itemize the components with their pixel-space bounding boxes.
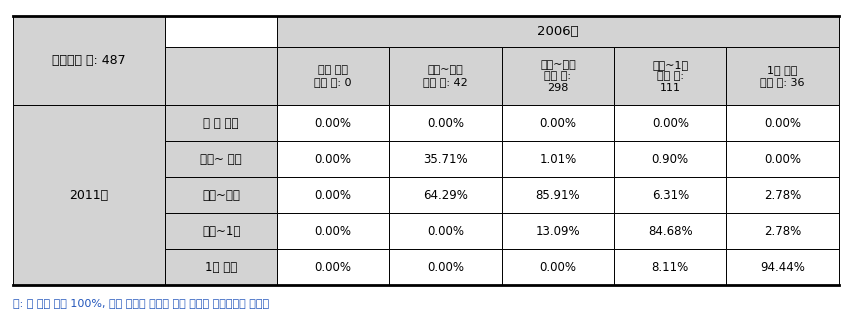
Bar	[727, 47, 839, 105]
Text: 2006년: 2006년	[537, 25, 578, 38]
Text: 84.68%: 84.68%	[648, 225, 693, 238]
Bar	[165, 105, 277, 141]
Text: 1조 이상
기업 수: 36: 1조 이상 기업 수: 36	[760, 66, 805, 87]
Text: 천억~1조: 천억~1조	[202, 225, 240, 238]
Bar	[614, 177, 727, 213]
Text: 십억~ 백억: 십억~ 백억	[201, 153, 242, 166]
Bar	[502, 177, 614, 213]
Text: 전체기업 수: 487: 전체기업 수: 487	[52, 54, 126, 67]
Bar	[277, 177, 389, 213]
Text: 2011년: 2011년	[69, 189, 109, 202]
Bar	[502, 105, 614, 141]
Bar	[277, 105, 389, 141]
Text: 0.90%: 0.90%	[652, 153, 689, 166]
Bar	[389, 105, 502, 141]
Bar	[614, 249, 727, 285]
Text: 64.29%: 64.29%	[423, 189, 468, 202]
Bar	[165, 47, 277, 105]
Text: 0.00%: 0.00%	[314, 225, 352, 238]
Text: 백억~천억
기업 수:
298: 백억~천억 기업 수: 298	[540, 60, 576, 93]
Text: 8.11%: 8.11%	[652, 261, 689, 274]
Text: 6.31%: 6.31%	[652, 189, 689, 202]
Bar	[165, 213, 277, 249]
Text: 94.44%: 94.44%	[760, 261, 805, 274]
Bar	[389, 249, 502, 285]
Text: 1.01%: 1.01%	[540, 153, 577, 166]
Bar	[727, 177, 839, 213]
Bar	[13, 16, 165, 105]
Bar	[389, 141, 502, 177]
Text: 13.09%: 13.09%	[535, 225, 580, 238]
Text: 0.00%: 0.00%	[764, 117, 801, 130]
Bar	[614, 213, 727, 249]
Bar	[502, 249, 614, 285]
Bar	[389, 177, 502, 213]
Bar	[165, 141, 277, 177]
Bar	[614, 105, 727, 141]
Text: 0.00%: 0.00%	[764, 153, 801, 166]
Bar	[277, 213, 389, 249]
Bar	[277, 141, 389, 177]
Text: 2.78%: 2.78%	[764, 225, 801, 238]
Bar	[389, 213, 502, 249]
Bar	[277, 249, 389, 285]
Text: 0.00%: 0.00%	[427, 225, 464, 238]
Text: 1조 이상: 1조 이상	[205, 261, 238, 274]
Text: 35.71%: 35.71%	[423, 153, 468, 166]
Text: 백억~천억: 백억~천억	[202, 189, 240, 202]
Bar	[13, 105, 165, 285]
Bar	[165, 177, 277, 213]
Text: 0.00%: 0.00%	[540, 117, 577, 130]
Bar	[502, 213, 614, 249]
Text: 0.00%: 0.00%	[314, 153, 352, 166]
Bar	[502, 47, 614, 105]
Text: 천억~1조
기업 수:
111: 천억~1조 기업 수: 111	[652, 60, 689, 93]
Text: 0.00%: 0.00%	[652, 117, 689, 130]
Bar	[727, 141, 839, 177]
Bar	[614, 47, 727, 105]
Text: 0.00%: 0.00%	[314, 189, 352, 202]
Text: 십 억 미만: 십 억 미만	[203, 117, 239, 130]
Bar	[727, 105, 839, 141]
Text: 0.00%: 0.00%	[314, 261, 352, 274]
Text: 0.00%: 0.00%	[540, 261, 577, 274]
Bar	[277, 47, 389, 105]
Text: 0.00%: 0.00%	[427, 117, 464, 130]
Text: 십억 미만
기업 수: 0: 십억 미만 기업 수: 0	[314, 66, 352, 87]
Text: 2.78%: 2.78%	[764, 189, 801, 202]
Text: 주: 각 열의 합은 100%, 시작 년도의 구간별 종료 년도의 구간분포를 나타냄: 주: 각 열의 합은 100%, 시작 년도의 구간별 종료 년도의 구간분포를…	[13, 298, 269, 308]
Bar	[614, 141, 727, 177]
Text: 십억~백억
기업 수: 42: 십억~백억 기업 수: 42	[423, 66, 468, 87]
Text: 0.00%: 0.00%	[314, 117, 352, 130]
Bar	[727, 249, 839, 285]
Bar	[165, 249, 277, 285]
Bar	[502, 141, 614, 177]
Text: 0.00%: 0.00%	[427, 261, 464, 274]
Bar	[277, 16, 839, 47]
Bar	[389, 47, 502, 105]
Bar	[727, 213, 839, 249]
Text: 85.91%: 85.91%	[535, 189, 580, 202]
